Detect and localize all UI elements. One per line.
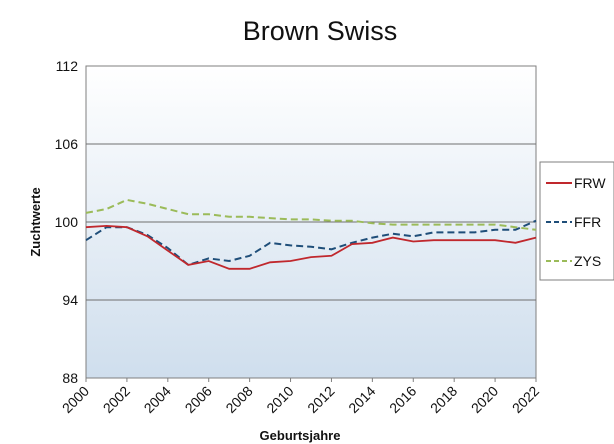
x-tick-label: 2018 — [427, 383, 460, 416]
series-line-zys — [85, 198, 537, 231]
x-axis-title: Geburtsjahre — [260, 428, 341, 443]
x-tick-label: 2022 — [509, 383, 542, 416]
x-tick-label: 2000 — [59, 383, 92, 416]
y-tick-label: 94 — [62, 292, 78, 308]
x-tick-label: 2006 — [182, 383, 215, 416]
y-axis-ticks: 88 94 100 106 112 — [55, 58, 79, 386]
y-tick-label: 88 — [62, 370, 78, 386]
x-tick-label: 2008 — [222, 383, 255, 416]
x-tick-label: 2002 — [100, 383, 133, 416]
x-tick-label: 2004 — [141, 383, 174, 416]
legend-label-ffr: FFR — [574, 214, 601, 230]
x-axis-ticks: 2000 2002 2004 2006 2008 2010 2012 2014 2016 2018… — [59, 378, 542, 416]
x-tick-label: 2014 — [345, 383, 378, 416]
x-tick-label: 2012 — [304, 383, 337, 416]
y-axis-title: Zuchtwerte — [28, 187, 43, 256]
legend-label-zys: ZYS — [574, 253, 601, 269]
x-tick-label: 2016 — [386, 383, 419, 416]
grid-lines — [86, 143, 536, 301]
legend: FRW FFR ZYS — [539, 161, 614, 281]
series-lines — [85, 198, 537, 270]
legend-box — [539, 161, 614, 281]
legend-label-frw: FRW — [574, 175, 606, 191]
y-tick-label: 100 — [55, 214, 79, 230]
y-tick-label: 106 — [55, 136, 79, 152]
x-tick-label: 2020 — [468, 383, 501, 416]
x-tick-label: 2010 — [263, 383, 296, 416]
series-line-frw — [85, 224, 537, 270]
series-line-ffr — [85, 219, 537, 267]
chart-title: Brown Swiss — [243, 16, 398, 46]
y-tick-label: 112 — [56, 58, 79, 74]
